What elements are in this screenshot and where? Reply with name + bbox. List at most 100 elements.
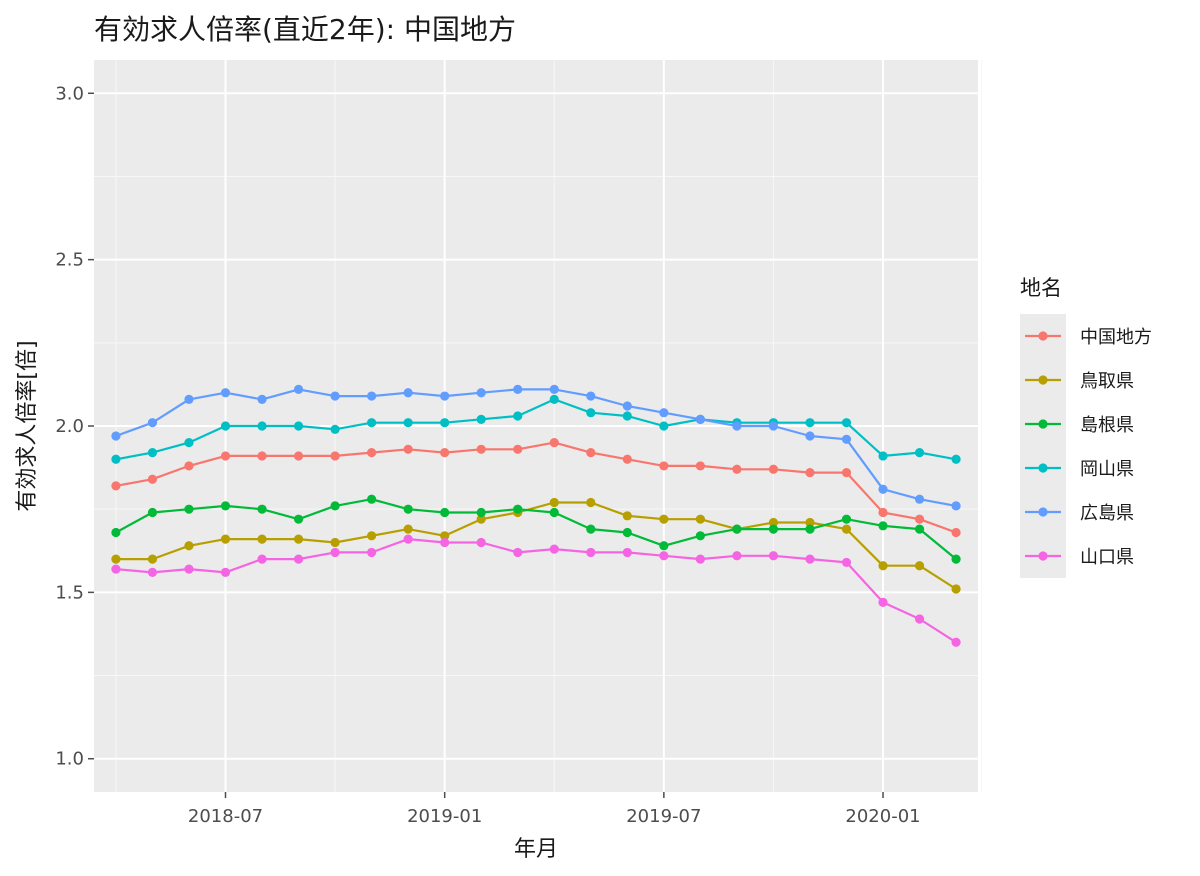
data-point <box>403 504 413 514</box>
data-point <box>220 534 231 544</box>
data-point <box>805 431 815 441</box>
data-point <box>586 391 596 401</box>
data-point <box>586 448 596 458</box>
y-tick-label: 1.0 <box>55 749 84 770</box>
data-point <box>841 557 852 568</box>
data-point <box>367 391 377 401</box>
data-point <box>367 418 377 428</box>
data-point <box>367 531 377 541</box>
data-point <box>147 474 158 484</box>
data-point <box>695 514 705 524</box>
data-point <box>476 537 486 548</box>
data-point <box>476 514 486 524</box>
series-5 <box>111 384 961 511</box>
data-point <box>111 454 121 464</box>
data-point <box>293 554 304 564</box>
data-point <box>220 501 231 511</box>
data-point <box>805 467 815 478</box>
data-point <box>586 408 596 418</box>
data-point <box>147 418 158 428</box>
series-line <box>115 388 957 507</box>
x-axis: 2018-07 2019-01 2019-07 2020-01 <box>188 792 921 827</box>
data-point <box>513 444 523 454</box>
data-point <box>659 541 669 551</box>
data-point <box>732 551 742 561</box>
data-point <box>841 514 852 524</box>
data-point <box>549 384 559 394</box>
data-point <box>951 501 961 511</box>
legend-item: 中国地方 <box>1020 314 1152 358</box>
data-point <box>293 384 304 394</box>
data-point <box>220 421 231 431</box>
x-tick-label: 2019-01 <box>407 806 482 827</box>
data-point <box>513 411 523 421</box>
data-point <box>732 524 742 534</box>
series-6 <box>111 534 961 647</box>
data-point <box>111 481 121 491</box>
data-point <box>330 501 340 511</box>
data-point <box>403 524 413 534</box>
data-point <box>184 461 194 471</box>
data-point <box>659 421 669 431</box>
data-point <box>768 524 779 534</box>
data-point <box>914 614 925 624</box>
data-point <box>330 537 340 548</box>
x-tick-label: 2019-07 <box>626 806 701 827</box>
data-point <box>220 451 231 461</box>
data-point <box>768 517 779 528</box>
data-point <box>878 521 888 531</box>
data-point <box>111 564 121 574</box>
data-point <box>147 554 158 564</box>
legend-label: 鳥取県 <box>1080 371 1134 392</box>
data-point <box>440 531 450 541</box>
data-point <box>330 451 340 461</box>
data-point <box>878 484 888 494</box>
y-axis-title: 有効求人倍率[倍] <box>15 340 40 511</box>
data-point <box>805 524 815 534</box>
data-point <box>586 547 596 558</box>
data-point <box>841 467 852 478</box>
data-point <box>476 388 486 398</box>
legend-key-point <box>1038 419 1048 429</box>
data-point <box>257 534 267 544</box>
data-point <box>659 461 669 471</box>
data-point <box>513 384 523 394</box>
y-axis: 1.0 1.5 2.0 2.5 3.0 <box>55 83 94 770</box>
data-point <box>330 391 340 401</box>
data-point <box>513 547 523 558</box>
data-point <box>695 554 705 564</box>
data-point <box>914 514 925 524</box>
data-point <box>586 524 596 534</box>
data-point <box>878 451 888 461</box>
data-point <box>659 408 669 418</box>
series-3 <box>111 494 961 564</box>
data-point <box>257 451 267 461</box>
data-point <box>184 438 194 448</box>
data-point <box>440 391 450 401</box>
series-line <box>115 398 957 461</box>
data-point <box>293 421 304 431</box>
data-point <box>549 497 559 508</box>
data-point <box>914 448 925 458</box>
legend-label: 広島県 <box>1080 503 1134 524</box>
legend-item: 島根県 <box>1020 402 1134 446</box>
data-point <box>476 507 486 518</box>
series-line <box>115 498 957 560</box>
data-point <box>768 464 779 474</box>
data-point <box>951 554 961 564</box>
legend-label: 山口県 <box>1080 547 1134 568</box>
data-point <box>111 527 121 538</box>
data-point <box>403 534 413 544</box>
series-line <box>115 501 957 590</box>
data-point <box>951 527 961 538</box>
legend-label: 岡山県 <box>1080 459 1134 480</box>
data-point <box>257 504 267 514</box>
data-point <box>147 567 158 578</box>
data-point <box>695 461 705 471</box>
data-point <box>476 444 486 454</box>
y-tick-label: 2.5 <box>55 250 84 271</box>
legend-key-point <box>1038 463 1048 473</box>
y-tick-label: 1.5 <box>55 582 84 603</box>
